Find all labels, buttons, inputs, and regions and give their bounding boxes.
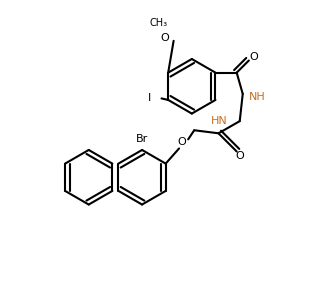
Text: NH: NH bbox=[249, 92, 266, 102]
Text: HN: HN bbox=[211, 116, 228, 126]
Text: O: O bbox=[249, 53, 258, 62]
Text: Br: Br bbox=[136, 134, 148, 144]
Text: O: O bbox=[160, 33, 169, 43]
Text: CH₃: CH₃ bbox=[150, 18, 168, 28]
Text: O: O bbox=[178, 137, 186, 147]
Text: O: O bbox=[235, 151, 244, 161]
Text: I: I bbox=[148, 93, 151, 103]
